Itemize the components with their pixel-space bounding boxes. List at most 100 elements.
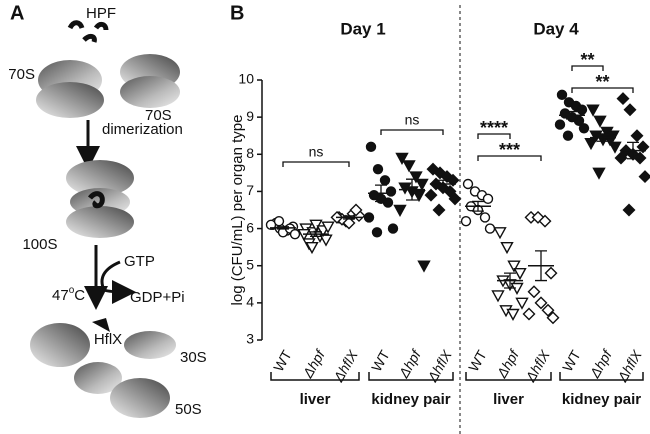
dot	[493, 227, 507, 240]
y-tick-label: 4	[246, 294, 254, 310]
sig-label: ns	[309, 144, 324, 160]
error-bar	[310, 231, 322, 238]
y-tick-label: 5	[246, 256, 254, 272]
group-label: kidney pair	[562, 391, 641, 408]
error-bar	[597, 133, 609, 142]
dot	[409, 171, 423, 184]
sig-bracket	[282, 161, 350, 167]
dot	[556, 89, 568, 101]
dot	[462, 178, 474, 190]
dot	[614, 151, 628, 165]
label: HflX	[94, 331, 122, 348]
dot	[387, 223, 399, 234]
label: HPF	[86, 5, 116, 22]
y-tick-label: 10	[238, 71, 254, 87]
error-bar	[472, 200, 484, 212]
dot	[395, 152, 409, 165]
dot	[349, 203, 363, 217]
dot	[636, 140, 650, 154]
label: 47oC	[52, 285, 85, 304]
label: 70S	[8, 66, 35, 83]
dot	[562, 130, 574, 141]
x-tick-label: WT	[270, 347, 295, 374]
y-tick-label: 3	[246, 331, 254, 347]
dot	[289, 228, 301, 240]
dot	[371, 227, 383, 238]
dot	[522, 307, 536, 321]
group-bracket	[270, 372, 360, 381]
dot	[630, 129, 644, 143]
error-bar	[375, 184, 387, 203]
dot	[513, 267, 527, 281]
label: 50S	[175, 401, 202, 418]
panel-label: B	[230, 2, 244, 24]
error-bar	[504, 272, 516, 289]
dot	[321, 221, 335, 234]
dot	[491, 290, 505, 303]
dot	[592, 167, 606, 180]
dot	[417, 260, 431, 273]
sig-bracket	[380, 129, 444, 135]
dot	[342, 216, 356, 230]
dot	[506, 308, 520, 321]
error-bar	[566, 110, 578, 120]
group-bracket	[465, 372, 552, 381]
hpf-shape	[67, 20, 109, 43]
error-bar	[437, 179, 449, 189]
dot	[319, 234, 333, 247]
ribosome	[66, 206, 134, 238]
label: GDP+Pi	[130, 289, 185, 306]
group-label: liver	[300, 391, 331, 408]
dot	[305, 241, 319, 255]
dot	[531, 210, 545, 224]
group-label: liver	[493, 391, 524, 408]
x-tick-label: Δhpf	[395, 346, 425, 382]
hflx-shape	[92, 318, 110, 332]
diagram: A HPF 70S 70S dimerization 100S GTP 47oC…	[8, 2, 207, 418]
ribosome	[110, 378, 170, 418]
dot	[638, 170, 650, 184]
panel-label: A	[10, 2, 24, 24]
sig-bracket	[571, 87, 634, 93]
sig-label: ***	[499, 140, 520, 160]
x-tick-label: WT	[465, 347, 490, 374]
ribosome	[74, 362, 122, 394]
error-bar	[627, 141, 639, 160]
error-bar	[277, 226, 289, 230]
dot	[365, 141, 377, 153]
ribosome	[36, 82, 104, 118]
day-label: Day 4	[533, 19, 579, 38]
label: o	[69, 285, 75, 296]
dot	[616, 92, 630, 106]
dot	[500, 241, 514, 255]
dot	[412, 189, 426, 203]
dot	[460, 215, 472, 227]
sig-label: **	[595, 72, 609, 92]
dot	[443, 184, 457, 198]
dot	[527, 285, 541, 299]
sig-label: ns	[405, 112, 420, 128]
y-tick-label: 7	[246, 182, 254, 198]
dot	[448, 192, 462, 206]
dot	[544, 266, 558, 280]
dot	[507, 260, 521, 273]
y-axis-label: log (CFU/mL) per organ type	[229, 115, 246, 306]
error-bar	[343, 215, 355, 220]
ribosome	[124, 331, 176, 359]
x-tick-label: WT	[368, 347, 393, 374]
sig-bracket	[477, 155, 542, 161]
error-bar	[406, 178, 418, 201]
dot	[541, 303, 555, 317]
dot	[578, 123, 590, 134]
dot	[385, 186, 397, 197]
ribosome	[30, 323, 90, 367]
dot	[534, 296, 548, 310]
dot	[546, 311, 560, 325]
dot	[479, 212, 491, 223]
label: 70S	[145, 107, 172, 124]
sig-bracket	[571, 65, 604, 71]
x-tick-label: Δhpf	[586, 346, 616, 382]
label: 47	[52, 287, 69, 304]
x-tick-label: WT	[559, 347, 584, 374]
